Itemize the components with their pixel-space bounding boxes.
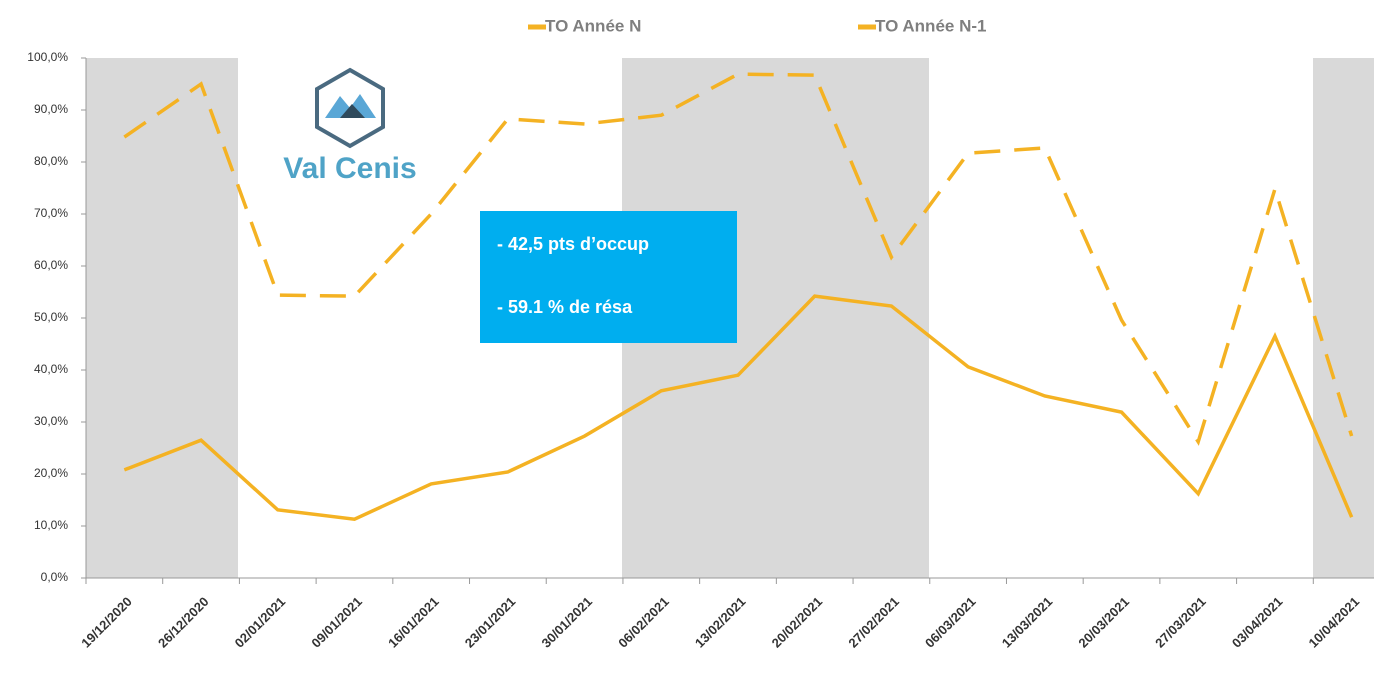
holiday-band bbox=[86, 58, 238, 578]
x-tick-label: 13/02/2021 bbox=[692, 594, 749, 651]
y-tick-label: 10,0% bbox=[34, 518, 68, 532]
holiday-band bbox=[1313, 58, 1374, 578]
y-tick-label: 20,0% bbox=[34, 466, 68, 480]
y-tick-label: 0,0% bbox=[41, 570, 69, 584]
y-tick-label: 50,0% bbox=[34, 310, 68, 324]
y-tick-label: 60,0% bbox=[34, 258, 68, 272]
series-line bbox=[123, 72, 1354, 446]
y-tick-label: 90,0% bbox=[34, 102, 68, 116]
annotation: - 42,5 pts d’occup bbox=[497, 234, 649, 254]
logo-mountain bbox=[340, 104, 365, 118]
y-tick-label: 70,0% bbox=[34, 206, 68, 220]
annotation: - 59.1 % de résa bbox=[497, 297, 633, 317]
x-tick-label: 03/04/2021 bbox=[1229, 594, 1286, 651]
x-tick-label: 06/02/2021 bbox=[615, 594, 672, 651]
x-tick-label: 23/01/2021 bbox=[462, 594, 519, 651]
x-tick-label: 27/03/2021 bbox=[1152, 594, 1209, 651]
y-tick-label: 80,0% bbox=[34, 154, 68, 168]
x-tick-label: 20/03/2021 bbox=[1075, 594, 1132, 651]
logo-text: Val Cenis bbox=[283, 152, 416, 185]
x-tick-label: 13/03/2021 bbox=[999, 594, 1056, 651]
x-tick-label: 27/02/2021 bbox=[845, 594, 902, 651]
logo: Val Cenis bbox=[283, 67, 417, 185]
x-tick-label: 30/01/2021 bbox=[539, 594, 596, 651]
x-tick-label: 06/03/2021 bbox=[922, 594, 979, 651]
x-tick-label: 02/01/2021 bbox=[232, 594, 289, 651]
legend-label: TO Année N-1 bbox=[875, 16, 986, 35]
y-tick-label: 30,0% bbox=[34, 414, 68, 428]
logo-mountain bbox=[325, 94, 376, 118]
annotation-box bbox=[480, 211, 737, 343]
series-line bbox=[123, 294, 1354, 522]
x-tick-label: 26/12/2020 bbox=[155, 594, 212, 651]
legend-label: TO Année N bbox=[545, 16, 641, 35]
x-tick-label: 20/02/2021 bbox=[769, 594, 826, 651]
x-tick-label: 10/04/2021 bbox=[1306, 594, 1363, 651]
x-tick-label: 09/01/2021 bbox=[308, 594, 365, 651]
y-tick-label: 40,0% bbox=[34, 362, 68, 376]
y-tick-label: 100,0% bbox=[27, 50, 68, 64]
x-tick-label: 16/01/2021 bbox=[385, 594, 442, 651]
x-tick-label: 19/12/2020 bbox=[78, 594, 135, 651]
